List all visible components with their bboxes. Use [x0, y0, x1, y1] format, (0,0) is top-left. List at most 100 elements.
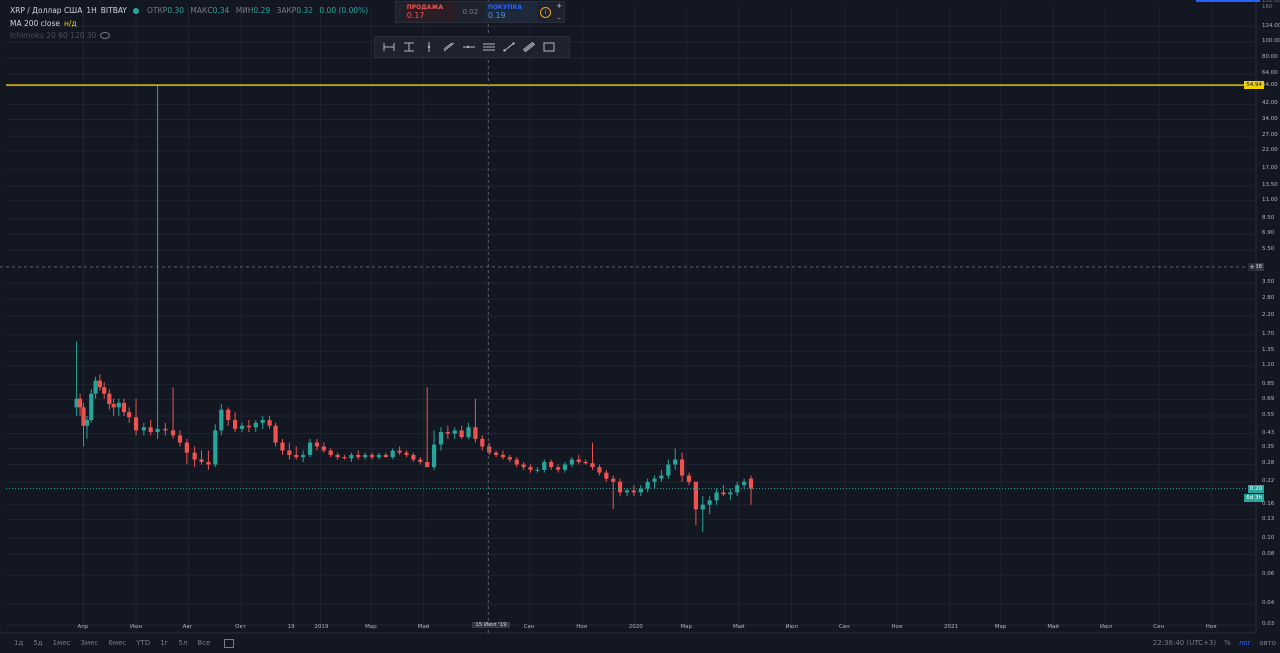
candle-body	[748, 478, 754, 489]
buy-button[interactable]: ПОКУПКА 0.19	[484, 2, 538, 22]
quantity-stepper[interactable]: + –	[554, 2, 564, 22]
info-icon: i	[540, 6, 552, 18]
candle-body	[376, 454, 382, 458]
sell-label: ПРОДАЖА	[406, 4, 444, 11]
price-tick-label: 0.35	[1262, 444, 1275, 451]
candle-body	[116, 402, 121, 408]
range-button[interactable]: 1мес	[52, 639, 71, 647]
range-button[interactable]: Все	[197, 639, 211, 647]
range-button[interactable]: 1г	[160, 639, 169, 647]
rectangle-icon[interactable]	[539, 38, 559, 56]
add-alert-plus-icon[interactable]: +	[1248, 262, 1256, 271]
price-tick-label: 2.20	[1262, 312, 1275, 319]
sell-price: 0.17	[406, 11, 425, 20]
range-button[interactable]: 5д	[33, 639, 43, 647]
candle-body	[213, 430, 218, 465]
trade-panel: ⋮ ПРОДАЖА 0.17 0.02 ПОКУПКА 0.19 i + –	[395, 1, 565, 23]
horizontal-ray-icon[interactable]	[459, 38, 479, 56]
candle-body	[133, 417, 139, 431]
vertical-line-icon[interactable]	[419, 38, 439, 56]
price-tick-label: 0.08	[1262, 550, 1275, 557]
open-value: 0.30	[167, 6, 185, 15]
candle-body	[707, 500, 712, 505]
candle-body	[294, 454, 299, 458]
plus-icon[interactable]: +	[556, 2, 563, 10]
candle-body	[148, 427, 153, 433]
range-button[interactable]: 5л	[178, 639, 188, 647]
eye-hidden-icon[interactable]	[100, 32, 111, 39]
sell-button[interactable]: ПРОДАЖА 0.17	[403, 2, 456, 22]
time-tick-label: Мар	[994, 624, 1007, 630]
percent-toggle[interactable]: %	[1224, 639, 1231, 647]
log-toggle[interactable]: лог	[1238, 639, 1252, 647]
time-tick-label: Июн	[130, 624, 143, 630]
time-tick-label: Май	[732, 624, 745, 630]
candle-body	[404, 452, 409, 455]
candle-body	[141, 427, 146, 431]
trend-line-icon[interactable]	[499, 38, 519, 56]
close-value: 0.32	[296, 6, 314, 15]
candle-body	[549, 461, 554, 468]
hline-price-tag: 54.94	[1244, 81, 1264, 90]
candle-body	[652, 478, 657, 482]
time-tick-label: Сен	[1153, 624, 1165, 630]
candle-body	[666, 464, 671, 476]
spread-value: 0.02	[462, 8, 479, 16]
candle-body	[84, 420, 90, 426]
candle-body	[307, 442, 313, 455]
calendar-icon[interactable]	[224, 638, 235, 648]
candle-body	[111, 403, 116, 408]
trend-angle-icon[interactable]	[439, 38, 459, 56]
candle-body	[507, 457, 512, 460]
candle-body	[335, 454, 340, 458]
candle-body	[673, 459, 678, 465]
candle-body	[199, 459, 204, 462]
time-tick-label: 2020	[628, 624, 643, 630]
drag-handle-icon[interactable]: ⋮	[396, 8, 403, 16]
candle-body	[411, 454, 416, 460]
price-tick-label: 5.50	[1262, 246, 1275, 253]
date-range-icon[interactable]	[379, 38, 399, 56]
chart-overlays	[0, 0, 1256, 633]
price-tick-label: 1.70	[1262, 330, 1275, 337]
price-tick-label: 0.22	[1262, 477, 1275, 484]
range-button[interactable]: 3мес	[80, 639, 99, 647]
range-button[interactable]: 6мес	[108, 639, 127, 647]
parallel-lines-icon[interactable]	[479, 38, 499, 56]
clock-time[interactable]: 22:36:40 (UTC+3)	[1152, 639, 1217, 647]
price-tick-label: 0.69	[1262, 395, 1275, 402]
candle-body	[260, 420, 265, 423]
close-label: ЗАКР	[276, 6, 297, 15]
chart-grid	[0, 0, 1257, 634]
ma-legend[interactable]: MA 200 close н/д	[10, 19, 77, 28]
candle-body	[301, 454, 306, 458]
price-tick-label: 1.35	[1262, 347, 1275, 354]
candle-body	[480, 438, 485, 447]
candle-body	[638, 488, 643, 493]
auto-toggle[interactable]: авто	[1259, 639, 1276, 647]
pitchfork-icon[interactable]	[519, 38, 539, 56]
ma-label: MA 200 close	[10, 19, 61, 28]
price-tick-label: 0.13	[1262, 515, 1275, 522]
range-button[interactable]: YTD	[136, 639, 151, 647]
time-tick-label: Ноя	[891, 624, 903, 630]
range-button[interactable]: 1д	[14, 639, 24, 647]
info-button[interactable]: i	[537, 2, 554, 22]
minus-icon[interactable]: –	[557, 14, 561, 22]
candle-body	[583, 461, 588, 464]
buy-price: 0.19	[487, 11, 506, 20]
price-tick-label: 64.00	[1262, 70, 1278, 77]
high-label: МАКС	[190, 6, 213, 15]
candle-body	[418, 459, 423, 462]
ichimoku-legend[interactable]: Ichimoku 20 60 120 30	[10, 31, 111, 40]
symbol-interval: 1H	[86, 6, 97, 15]
candle-body	[363, 454, 368, 458]
candle-body	[728, 492, 733, 495]
time-tick-label: 19	[287, 624, 295, 630]
candle-body	[383, 454, 388, 458]
candle-body	[127, 412, 132, 418]
symbol-legend[interactable]: XRP / Доллар США 1H BITBAY ОТКР0.30 МАКС…	[10, 6, 372, 15]
price-range-icon[interactable]	[399, 38, 419, 56]
candles-group	[74, 85, 754, 532]
